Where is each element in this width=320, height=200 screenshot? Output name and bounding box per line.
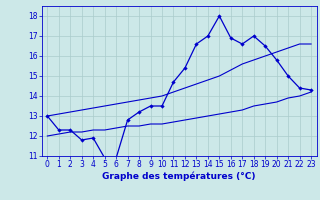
X-axis label: Graphe des températures (°C): Graphe des températures (°C) bbox=[102, 172, 256, 181]
